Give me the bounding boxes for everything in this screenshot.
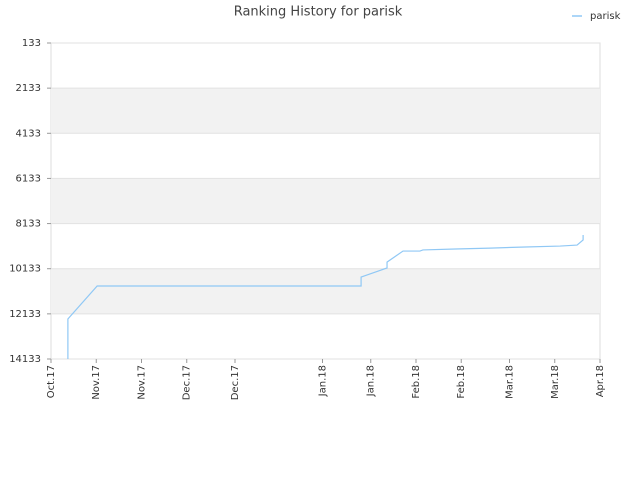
y-tick-label: 6133 — [16, 173, 41, 184]
legend-label: parisk — [590, 11, 621, 22]
grid-band — [51, 88, 600, 134]
grid-band — [51, 178, 600, 224]
line — [67, 235, 584, 359]
x-tick-label: Feb.18 — [456, 365, 467, 399]
x-tick-label: Feb.18 — [411, 365, 422, 399]
x-tick-label: Jan.18 — [366, 365, 377, 397]
x-tick-label: Jan.18 — [317, 365, 328, 397]
grid-band — [51, 268, 600, 314]
y-tick-label: 2133 — [16, 83, 41, 94]
chart-title: Ranking History for parisk — [234, 5, 403, 20]
y-tick-label: 12133 — [9, 309, 41, 320]
x-tick-label: Nov.17 — [136, 365, 147, 400]
x-tick-label: Nov.17 — [91, 365, 102, 400]
x-tick-label: Dec.17 — [182, 365, 193, 400]
x-tick-label: Mar.18 — [550, 365, 561, 399]
x-tick-label: Dec.17 — [230, 365, 241, 400]
y-tick-label: 4133 — [16, 128, 41, 139]
y-tick-label: 8133 — [16, 219, 41, 230]
y-tick-label: 133 — [22, 38, 41, 49]
x-tick-label: Mar.18 — [505, 365, 516, 399]
x-tick-label: Apr.18 — [595, 365, 606, 397]
x-tick-label: Oct.17 — [46, 365, 57, 398]
y-tick-label: 14133 — [9, 354, 41, 365]
y-tick-label: 10133 — [9, 264, 41, 275]
